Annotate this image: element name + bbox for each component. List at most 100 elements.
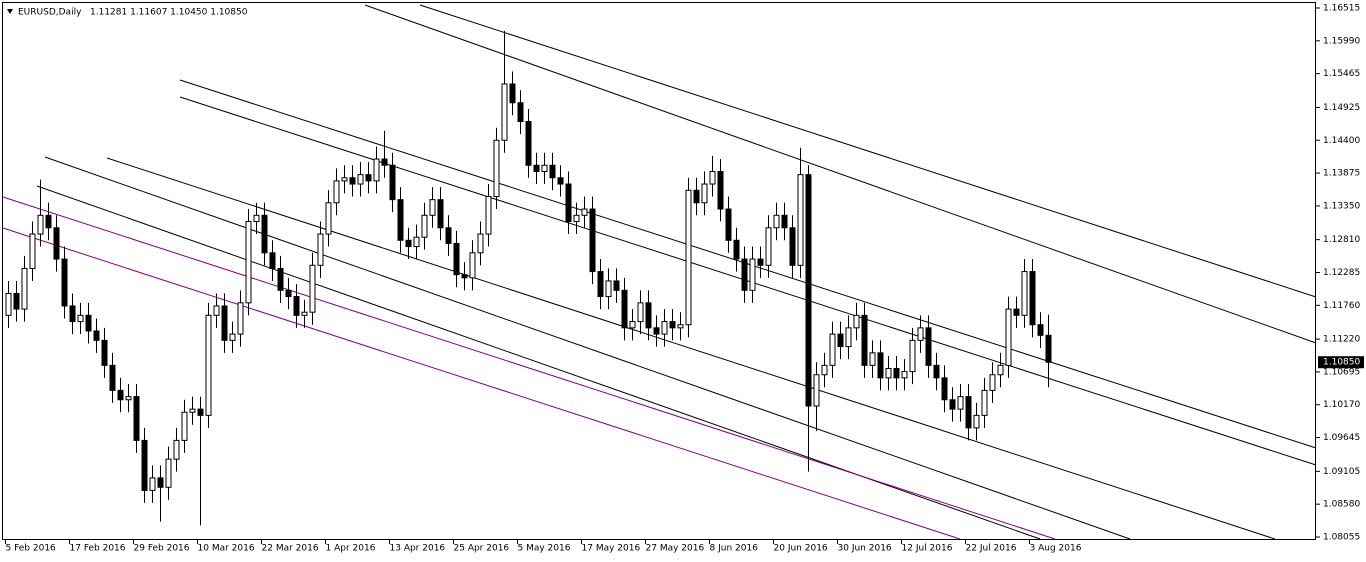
candle-body [1005, 308, 1012, 366]
trendline [2, 227, 961, 540]
candle-body [845, 327, 852, 348]
candle-body [933, 364, 940, 379]
candle-body [197, 408, 204, 416]
candle-body [1037, 324, 1044, 336]
candle-body [725, 208, 732, 241]
x-tick-label: 22 Mar 2016 [262, 544, 319, 554]
candle-body [541, 164, 548, 173]
candle-body [909, 339, 916, 373]
candle-body [829, 333, 836, 366]
y-tick-label: 1.08580 [1323, 500, 1360, 510]
candle-body [557, 177, 564, 185]
candle-body [221, 305, 228, 341]
candle-body [565, 183, 572, 223]
y-tick-label: 1.09105 [1323, 467, 1360, 477]
last-price-label: 1.10850 [1323, 358, 1360, 368]
candle-body [621, 289, 628, 329]
x-tick-label: 29 Feb 2016 [134, 544, 190, 554]
x-tick-label: 30 Jun 2016 [838, 544, 892, 554]
y-tick-label: 1.13875 [1323, 169, 1360, 179]
candle-body [693, 189, 700, 204]
candle-body [1029, 271, 1036, 326]
candle-body [21, 267, 28, 310]
candle-body [5, 292, 12, 316]
candle-body [37, 214, 44, 235]
x-tick-label: 20 Jun 2016 [774, 544, 828, 554]
ohlc-label: 1.11281 1.11607 1.10450 1.10850 [90, 8, 248, 18]
x-tick-label: 27 May 2016 [646, 544, 705, 554]
x-tick-label: 25 Apr 2016 [454, 544, 510, 554]
candle-body [477, 233, 484, 254]
candle-body [317, 233, 324, 266]
candle-body [181, 411, 188, 441]
x-tick-label: 5 Feb 2016 [6, 544, 57, 554]
candle-body [613, 280, 620, 291]
last-price-box [1318, 356, 1364, 369]
candle-body [805, 174, 812, 407]
candle-body [45, 214, 52, 229]
candle-body [765, 227, 772, 266]
candle-body [453, 242, 460, 276]
candle-body [149, 477, 156, 491]
candle-body [133, 396, 140, 441]
candle-body [261, 214, 268, 254]
candle-body [125, 396, 132, 401]
candle-body [253, 214, 260, 223]
trendline [2, 196, 1056, 540]
candle-body [109, 364, 116, 391]
candle-body [925, 327, 932, 366]
y-tick-label: 1.08055 [1323, 532, 1360, 542]
plot-frame [2, 2, 1316, 540]
candle-body [245, 221, 252, 304]
candle-body [1013, 308, 1020, 316]
x-tick-label: 5 May 2016 [518, 544, 571, 554]
candle-body [349, 177, 356, 185]
candle-body [269, 252, 276, 269]
candle-body [309, 264, 316, 313]
candle-body [885, 367, 892, 379]
candle-body [509, 83, 516, 104]
trendline [106, 157, 1276, 540]
candle-body [677, 324, 684, 329]
candle-body [69, 305, 76, 323]
y-tick-label: 1.10695 [1323, 367, 1360, 377]
trendlines [36, 4, 1317, 540]
candle-body [333, 180, 340, 204]
trendline [44, 156, 1131, 540]
candle-body [517, 102, 524, 122]
candle-body [741, 258, 748, 291]
y-tick-label: 1.10170 [1323, 400, 1360, 410]
candle-body [661, 321, 668, 335]
candle-body [413, 236, 420, 248]
candle-body [957, 396, 964, 410]
y-tick-label: 1.15465 [1323, 69, 1360, 79]
candle-body [357, 174, 364, 185]
candle-body [397, 199, 404, 241]
candle-body [653, 327, 660, 335]
candle-body [813, 374, 820, 407]
candle-body [701, 183, 708, 204]
candle-body [781, 214, 788, 229]
candle-body [709, 171, 716, 185]
x-tick-label: 13 Apr 2016 [390, 544, 446, 554]
candle-body [61, 258, 68, 307]
candle-body [341, 177, 348, 182]
candle-body [685, 189, 692, 326]
x-tick-label: 17 May 2016 [582, 544, 641, 554]
candle-body [549, 164, 556, 179]
candle-body [573, 214, 580, 223]
candle-body [669, 321, 676, 329]
x-tick-label: 1 Apr 2016 [326, 544, 376, 554]
candle-body [93, 330, 100, 341]
candle-body [405, 239, 412, 248]
candle-body [773, 214, 780, 229]
x-tick-label: 3 Aug 2016 [1030, 544, 1082, 554]
candle-body [501, 83, 508, 141]
candle-body [373, 158, 380, 182]
candle-body [389, 164, 396, 201]
candle-body [797, 174, 804, 266]
candle-body [893, 367, 900, 379]
candle-body [581, 208, 588, 216]
menu-arrow[interactable] [7, 9, 13, 14]
